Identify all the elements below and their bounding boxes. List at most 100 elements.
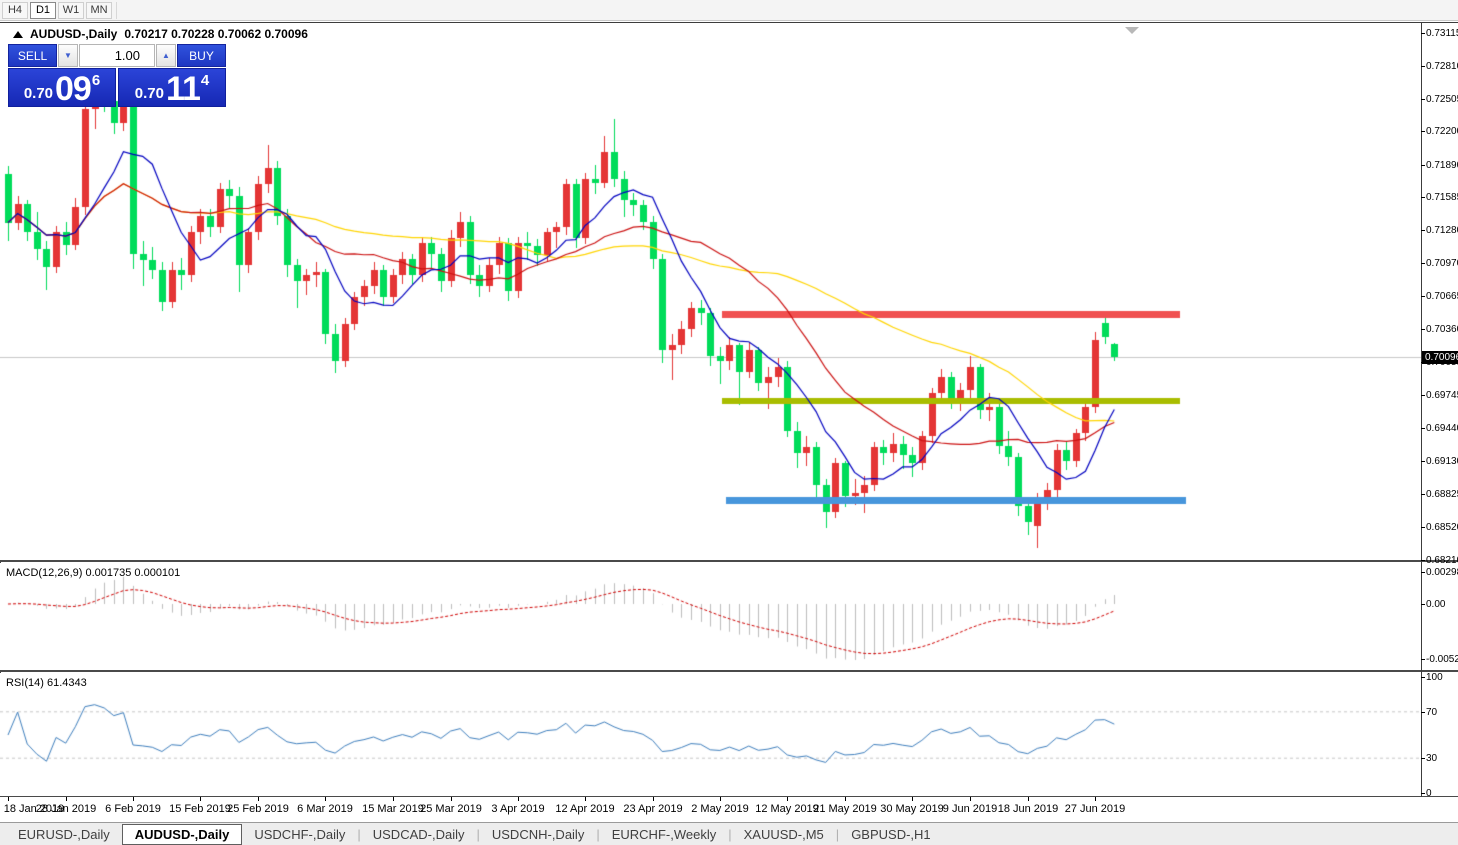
- timeframe-button-h4[interactable]: H4: [2, 1, 28, 19]
- chart-tab-eurchf[interactable]: EURCHF-,Weekly: [611, 826, 717, 842]
- buy-price-big-digits: 11: [165, 69, 201, 108]
- timeframe-toolbar: H4 D1 W1 MN: [0, 0, 1458, 21]
- date-tick-mark: [1095, 797, 1096, 801]
- axis-tick-mark: [1421, 131, 1425, 132]
- date-axis-label: 23 Apr 2019: [623, 803, 683, 815]
- axis-tick-mark: [1421, 758, 1425, 759]
- date-axis-label: 27 Jun 2019: [1064, 803, 1126, 815]
- macd-axis-label: -0.00525: [1426, 654, 1458, 665]
- rsi-axis-label: 0: [1426, 788, 1432, 799]
- date-tick-mark: [518, 797, 519, 801]
- axis-tick-mark: [1421, 527, 1425, 528]
- rsi-indicator-chart[interactable]: [0, 673, 1421, 796]
- axis-tick-mark: [1421, 572, 1425, 573]
- date-axis-label: 2 May 2019: [691, 803, 749, 815]
- date-axis-label: 3 Apr 2019: [491, 803, 545, 815]
- timeframe-button-w1[interactable]: W1: [58, 1, 84, 19]
- chart-tab-usdcad[interactable]: USDCAD-,Daily: [372, 826, 465, 842]
- axis-tick-mark: [1421, 793, 1425, 794]
- axis-tick-mark: [1421, 230, 1425, 231]
- date-tick-mark: [451, 797, 452, 801]
- chevron-down-icon: ▼: [64, 51, 72, 60]
- chart-tab-xauusd[interactable]: XAUUSD-,M5: [743, 826, 824, 842]
- chart-tab-eurusd[interactable]: EURUSD-,Daily: [18, 826, 110, 842]
- axis-tick-mark: [1421, 461, 1425, 462]
- date-tick-mark: [325, 797, 326, 801]
- price-axis-label: 0.73115: [1426, 28, 1458, 39]
- date-axis-label: 21 May 2019: [813, 803, 877, 815]
- chart-tab-usdchf[interactable]: USDCHF-,Daily: [254, 826, 346, 842]
- chart-shift-marker-icon[interactable]: [1125, 27, 1139, 34]
- chart-symbol-label: AUDUSD-,Daily: [30, 27, 118, 41]
- chart-tab-bar: EURUSD-,Daily AUDUSD-,Daily USDCHF-,Daily |…: [0, 822, 1458, 845]
- date-tick-mark: [200, 797, 201, 801]
- panel-divider[interactable]: [0, 560, 1458, 562]
- panel-divider[interactable]: [0, 670, 1458, 672]
- date-tick-mark: [66, 797, 67, 801]
- price-chart[interactable]: [0, 23, 1421, 560]
- date-tick-mark: [133, 797, 134, 801]
- chart-tab-gbpusd[interactable]: GBPUSD-,H1: [851, 826, 931, 842]
- date-axis-label: 15 Mar 2019: [362, 803, 424, 815]
- price-axis-label: 0.70665: [1426, 291, 1458, 302]
- volume-increase-button[interactable]: ▲: [156, 44, 176, 67]
- price-axis-label: 0.71585: [1426, 192, 1458, 203]
- chart-tab-usdcnh[interactable]: USDCNH-,Daily: [491, 826, 585, 842]
- timeframe-button-mn[interactable]: MN: [86, 1, 112, 19]
- volume-input[interactable]: [79, 44, 155, 67]
- date-tick-mark: [653, 797, 654, 801]
- date-axis-label: 25 Mar 2019: [420, 803, 482, 815]
- date-tick-mark: [1028, 797, 1029, 801]
- axis-tick-mark: [1421, 428, 1425, 429]
- buy-price-button[interactable]: 0.70 11 4: [118, 68, 226, 107]
- tab-separator: |: [728, 826, 732, 842]
- tab-separator: |: [476, 826, 480, 842]
- chart-header: AUDUSD-,Daily 0.70217 0.70228 0.70062 0.…: [13, 27, 308, 41]
- axis-tick-mark: [1421, 659, 1425, 660]
- date-axis-label: 18 Jun 2019: [997, 803, 1059, 815]
- date-tick-mark: [970, 797, 971, 801]
- date-tick-mark: [258, 797, 259, 801]
- date-axis-label: 25 Feb 2019: [227, 803, 289, 815]
- axis-tick-mark: [1421, 165, 1425, 166]
- price-axis-label: 0.68825: [1426, 489, 1458, 500]
- chart-ohlc-values: 0.70217 0.70228 0.70062 0.70096: [124, 27, 308, 41]
- buy-button[interactable]: BUY: [177, 44, 226, 67]
- sell-price-button[interactable]: 0.70 09 6: [8, 68, 116, 107]
- date-tick-mark: [393, 797, 394, 801]
- axis-tick-mark: [1421, 560, 1425, 561]
- date-tick-mark: [912, 797, 913, 801]
- rsi-axis-label: 70: [1426, 707, 1438, 718]
- panel-divider[interactable]: [0, 796, 1458, 797]
- timeframe-button-d1[interactable]: D1: [30, 1, 56, 19]
- one-click-panel-toggle-icon[interactable]: [13, 30, 23, 38]
- volume-dropdown-button[interactable]: ▼: [58, 44, 78, 67]
- toolbar-separator: [116, 1, 117, 19]
- time-scale[interactable]: 18 Jan 2019 28 Jan 2019 6 Feb 2019 15 Feb 2…: [0, 797, 1421, 822]
- date-axis-label: 15 Feb 2019: [169, 803, 231, 815]
- sell-price-prefix: 0.70: [23, 85, 54, 102]
- sell-price-pipette: 6: [91, 72, 101, 89]
- axis-tick-mark: [1421, 263, 1425, 264]
- sell-button[interactable]: SELL: [8, 44, 57, 67]
- chart-tab-audusd[interactable]: AUDUSD-,Daily: [121, 823, 243, 845]
- axis-tick-mark: [1421, 99, 1425, 100]
- axis-tick-mark: [1421, 494, 1425, 495]
- date-axis-label: 18 Jan 2019: [3, 803, 65, 815]
- macd-indicator-label: MACD(12,26,9) 0.001735 0.000101: [6, 567, 181, 579]
- date-axis-label: 30 May 2019: [880, 803, 944, 815]
- date-tick-mark: [845, 797, 846, 801]
- price-axis-border: [1421, 23, 1422, 797]
- axis-tick-mark: [1421, 197, 1425, 198]
- axis-tick-mark: [1421, 66, 1425, 67]
- macd-indicator-chart[interactable]: [0, 563, 1421, 670]
- axis-tick-mark: [1421, 395, 1425, 396]
